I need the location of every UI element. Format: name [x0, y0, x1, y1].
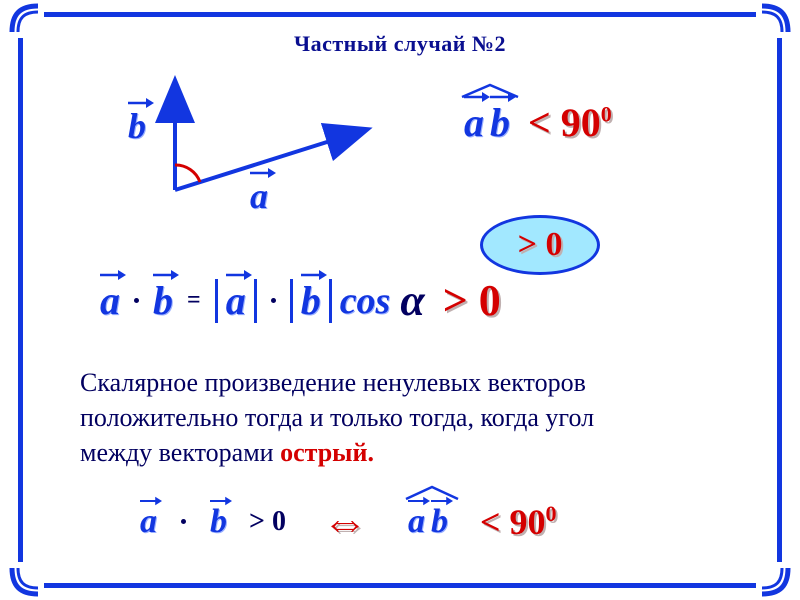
- formula-result: > 0: [433, 275, 501, 326]
- abs-bar-icon: [290, 279, 293, 323]
- arrow-over-icon: [431, 495, 453, 507]
- vector-diagram: b a: [120, 75, 380, 215]
- dot-icon: [181, 519, 186, 524]
- arrow-over-icon: [153, 269, 179, 281]
- vec-b: b: [210, 503, 227, 540]
- arrow-over-icon: [140, 495, 162, 507]
- oval-text: > 0: [518, 228, 563, 262]
- arrow-over-icon: [100, 269, 126, 281]
- alpha-symbol: α: [398, 275, 424, 326]
- corner-br: [756, 562, 792, 598]
- para-line2: положительно тогда и только тогда, когда…: [80, 403, 594, 432]
- arrow-over-icon: [210, 495, 232, 507]
- vec-b: b: [490, 100, 510, 145]
- arrow-over-icon: [408, 495, 430, 507]
- vec-b: b: [153, 278, 173, 323]
- vec-b: b: [301, 278, 321, 323]
- content-area: Частный случай №2 b a a b: [40, 25, 760, 575]
- vec-a: a: [464, 100, 484, 145]
- diagram-label-b: b: [128, 105, 146, 147]
- abs-bar-icon: [254, 279, 257, 323]
- corner-tl: [8, 2, 44, 38]
- vec-a: a: [226, 278, 246, 323]
- vec-a: a: [408, 503, 425, 540]
- abs-bar-icon: [329, 279, 332, 323]
- vec-b: b: [431, 503, 448, 540]
- slide-title: Частный случай №2: [40, 31, 760, 57]
- vec-a: a: [140, 503, 157, 540]
- vec-a: a: [100, 278, 120, 323]
- dot-icon: [134, 298, 139, 303]
- angle-expression: a b < 900: [460, 103, 612, 143]
- arrow-over-icon: [128, 97, 154, 109]
- diagram-label-a: a: [250, 175, 268, 217]
- formula: a b = a b cos α > 0: [100, 275, 501, 326]
- corner-bl: [8, 562, 44, 598]
- arrow-over-icon: [464, 91, 490, 103]
- arrow-over-icon: [250, 167, 276, 179]
- para-line3a: между векторами: [80, 438, 280, 467]
- iff-symbol: ⇔: [304, 495, 386, 548]
- para-highlight: острый.: [280, 438, 374, 467]
- bottom-equivalence: a b > 0 ⇔ a b < 900: [140, 495, 720, 548]
- angle-compare: < 900: [518, 103, 612, 143]
- arrow-over-icon: [301, 269, 327, 281]
- corner-tr: [756, 2, 792, 38]
- paragraph: Скалярное произведение ненулевых векторо…: [80, 365, 720, 470]
- dot-icon: [271, 298, 276, 303]
- top-row: b a a b < 900: [60, 75, 740, 215]
- cos-text: cos: [340, 279, 391, 323]
- equals: =: [181, 287, 207, 314]
- gt-zero: > 0: [245, 506, 286, 538]
- abs-bar-icon: [215, 279, 218, 323]
- bottom-compare: < 900: [470, 503, 557, 540]
- oval-highlight: > 0: [480, 215, 600, 275]
- arrow-over-icon: [226, 269, 252, 281]
- para-line1: Скалярное произведение ненулевых векторо…: [80, 368, 586, 397]
- arrow-over-icon: [490, 91, 516, 103]
